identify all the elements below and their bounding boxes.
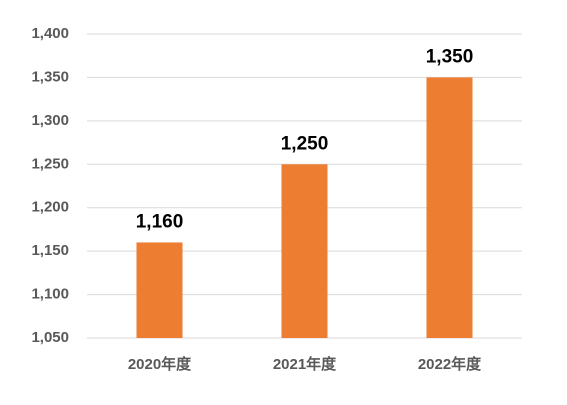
y-tick-label: 1,250 (31, 155, 69, 172)
bar (426, 77, 473, 338)
bar (136, 242, 183, 338)
y-tick-label: 1,300 (31, 112, 69, 129)
x-tick-label: 2020年度 (128, 355, 192, 373)
x-tick-label: 2022年度 (418, 355, 482, 373)
value-label: 1,250 (281, 133, 329, 154)
y-tick-label: 1,350 (31, 68, 69, 85)
y-tick-label: 1,400 (31, 25, 69, 42)
bar (281, 164, 328, 338)
x-tick-label: 2021年度 (273, 355, 337, 373)
y-tick-label: 1,150 (31, 242, 69, 259)
y-tick-label: 1,050 (31, 329, 69, 346)
y-tick-label: 1,100 (31, 286, 69, 303)
value-label: 1,160 (136, 211, 184, 232)
value-label: 1,350 (426, 46, 474, 67)
y-tick-label: 1,200 (31, 199, 69, 216)
